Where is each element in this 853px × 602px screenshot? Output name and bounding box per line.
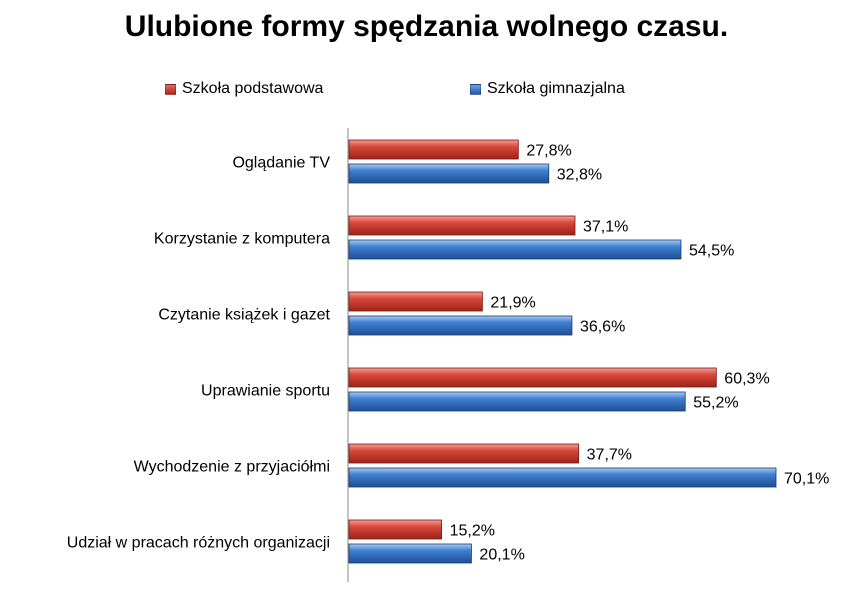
bar-primary	[348, 139, 519, 160]
category-label: Korzystanie z komputera	[154, 231, 330, 248]
category-label: Uprawianie sportu	[201, 383, 330, 400]
chart-title: Ulubione formy spędzania wolnego czasu.	[124, 10, 729, 43]
legend-swatch-middle	[470, 83, 481, 95]
legend-label-primary: Szkoła podstawowa	[182, 80, 324, 97]
category-label: Wychodzenie z przyjaciółmi	[134, 459, 330, 476]
legend-label-middle: Szkoła gimnazjalna	[487, 80, 625, 97]
bar-middle	[348, 467, 777, 488]
value-label: 54,5%	[689, 243, 734, 260]
category-label: Oglądanie TV	[232, 155, 330, 172]
bar-middle	[348, 239, 682, 260]
value-label: 32,8%	[557, 167, 602, 184]
value-label: 55,2%	[693, 395, 738, 412]
bar-middle	[348, 163, 550, 184]
value-label: 20,1%	[479, 547, 524, 564]
legend-item-middle: Szkoła gimnazjalna	[470, 80, 625, 98]
value-label: 37,1%	[583, 219, 628, 236]
legend-swatch-primary	[165, 83, 176, 95]
bar-primary	[348, 215, 576, 236]
value-label: 27,8%	[526, 143, 571, 160]
bar-primary	[348, 443, 580, 464]
category-label: Udział w pracach różnych organizacji	[67, 535, 330, 552]
bar-middle	[348, 315, 573, 336]
bar-primary	[348, 291, 483, 312]
bar-primary	[348, 519, 442, 540]
value-label: 36,6%	[580, 319, 625, 336]
bar-middle	[348, 543, 472, 564]
value-label: 15,2%	[450, 523, 495, 540]
chart-legend: Szkoła podstawowa Szkoła gimnazjalna	[0, 80, 853, 104]
value-label: 60,3%	[724, 371, 769, 388]
value-label: 70,1%	[784, 471, 829, 488]
legend-item-primary: Szkoła podstawowa	[165, 80, 323, 98]
bar-middle	[348, 391, 686, 412]
value-label: 37,7%	[587, 447, 632, 464]
value-label: 21,9%	[490, 295, 535, 312]
category-label: Czytanie książek i gazet	[158, 307, 330, 324]
bar-primary	[348, 367, 717, 388]
